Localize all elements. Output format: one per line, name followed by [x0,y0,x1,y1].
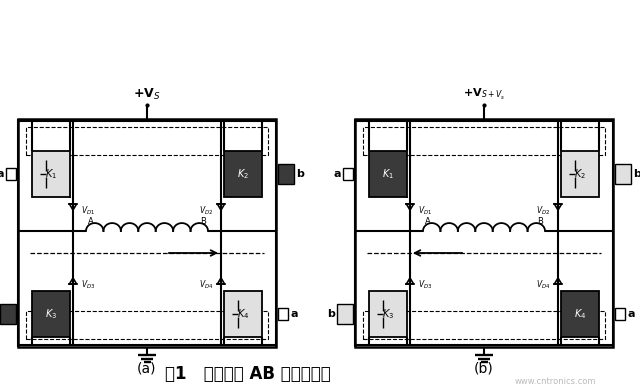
Bar [224,291,262,337]
Text: $K_2$: $K_2$ [574,167,586,181]
Bar [615,308,625,320]
Text: a: a [291,309,298,319]
Bar [6,168,16,180]
Text: $K_3$: $K_3$ [382,307,394,321]
Bar [355,119,613,347]
Bar [615,164,631,184]
Bar [369,151,407,197]
Bar [278,308,288,320]
Bar [337,304,353,324]
Bar [561,151,599,197]
Text: +V$_{S+V_s}$: +V$_{S+V_s}$ [463,87,505,102]
Text: $V_{D1}$: $V_{D1}$ [418,205,432,217]
Bar [369,291,407,337]
Bar [278,164,294,184]
Text: B: B [200,217,206,226]
Text: b: b [633,169,640,179]
Text: $K_1$: $K_1$ [382,167,394,181]
Bar [363,311,605,339]
Bar [18,119,276,347]
Text: A: A [425,217,431,226]
Text: $V_{D2}$: $V_{D2}$ [536,205,550,217]
Text: $V_{D3}$: $V_{D3}$ [418,279,433,291]
Text: $K_3$: $K_3$ [45,307,57,321]
Text: 图1   电机绕组 AB 的电流方向: 图1 电机绕组 AB 的电流方向 [165,365,331,383]
Text: +V$_S$: +V$_S$ [133,87,161,102]
Bar [224,151,262,197]
Text: a: a [627,309,635,319]
Text: $K_4$: $K_4$ [237,307,249,321]
Bar [0,304,16,324]
Bar [32,291,70,337]
Bar [561,291,599,337]
Bar [363,127,605,155]
Bar [32,151,70,197]
Bar [26,127,268,155]
Text: $V_{D3}$: $V_{D3}$ [81,279,95,291]
Text: $V_{D2}$: $V_{D2}$ [199,205,213,217]
Text: $V_{D1}$: $V_{D1}$ [81,205,95,217]
Text: B: B [537,217,543,226]
Text: A: A [88,217,93,226]
Text: a: a [333,169,340,179]
Text: (a): (a) [137,362,157,376]
Text: (b): (b) [474,362,494,376]
Text: $V_{D4}$: $V_{D4}$ [536,279,550,291]
Text: a: a [0,169,4,179]
Text: $V_{D4}$: $V_{D4}$ [198,279,213,291]
Text: b: b [296,169,304,179]
Bar [343,168,353,180]
Text: $K_4$: $K_4$ [574,307,586,321]
Text: www.cntronics.com: www.cntronics.com [515,377,596,385]
Text: $K_2$: $K_2$ [237,167,249,181]
Text: $K_1$: $K_1$ [45,167,57,181]
Text: b: b [327,309,335,319]
Bar [26,311,268,339]
